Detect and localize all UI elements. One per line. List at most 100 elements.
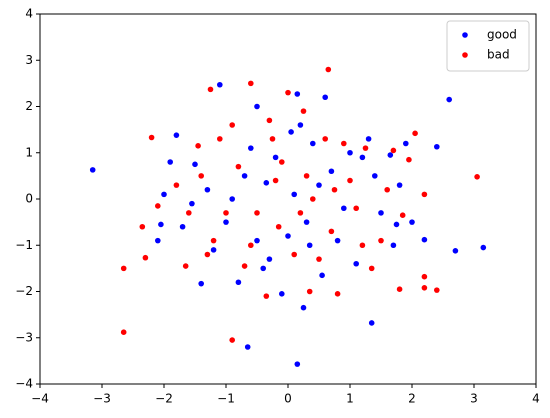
point: [310, 140, 316, 147]
point: [235, 279, 242, 286]
point: [263, 293, 270, 299]
point: [241, 173, 248, 179]
y-tick-label: 0: [25, 192, 33, 206]
point: [266, 117, 273, 124]
point: [294, 91, 301, 97]
point: [229, 122, 235, 128]
y-tick-label: 3: [25, 53, 33, 67]
point: [353, 260, 360, 267]
point: [390, 242, 397, 249]
point: [434, 287, 440, 293]
point: [480, 244, 487, 251]
point: [279, 159, 285, 165]
point: [254, 210, 260, 216]
point: [452, 248, 459, 254]
x-tick-label: 4: [532, 392, 540, 406]
point: [393, 221, 400, 228]
point: [272, 154, 279, 161]
point: [235, 163, 242, 170]
point: [446, 96, 453, 103]
point: [359, 242, 366, 249]
point: [248, 145, 254, 151]
point: [347, 177, 353, 184]
point: [260, 265, 267, 272]
point: [294, 361, 301, 367]
y-tick-label: 2: [25, 99, 33, 113]
point: [325, 66, 332, 73]
point: [365, 136, 372, 142]
point: [120, 265, 127, 272]
point: [368, 320, 375, 326]
legend-label: bad: [487, 48, 510, 62]
point: [89, 167, 96, 173]
point: [378, 237, 384, 244]
point: [173, 182, 180, 188]
axes-frame: [39, 13, 537, 385]
point: [421, 236, 428, 243]
point: [291, 251, 298, 258]
point: [434, 143, 440, 150]
point: [241, 263, 248, 269]
point: [285, 233, 291, 239]
x-tick-label: −2: [155, 392, 173, 406]
y-tick-label: 4: [25, 7, 33, 21]
legend-marker: [462, 32, 468, 38]
point: [421, 191, 428, 198]
point: [328, 228, 335, 235]
point: [322, 136, 329, 142]
y-tick-label: −1: [15, 238, 33, 252]
point: [279, 291, 285, 297]
point: [148, 134, 155, 141]
x-tick-label: 2: [408, 392, 416, 406]
point: [210, 237, 217, 244]
point: [368, 265, 375, 272]
x-tick-label: 1: [346, 392, 354, 406]
point: [334, 291, 341, 297]
point: [223, 219, 229, 225]
point: [319, 272, 325, 279]
legend-box: [446, 20, 530, 72]
point: [372, 173, 378, 179]
point: [300, 108, 307, 114]
x-tick-label: −3: [93, 392, 111, 406]
point: [173, 132, 180, 138]
point: [390, 147, 397, 154]
point: [139, 223, 146, 230]
point: [474, 174, 480, 180]
point: [300, 304, 307, 311]
point: [396, 286, 403, 292]
point: [229, 196, 235, 202]
point: [248, 242, 254, 249]
point: [192, 161, 198, 168]
point: [275, 223, 282, 230]
point: [158, 221, 164, 228]
point: [207, 86, 214, 93]
y-tick-label: −4: [15, 377, 33, 391]
point: [384, 186, 391, 193]
point: [359, 154, 366, 161]
point: [421, 273, 428, 280]
point: [322, 94, 329, 101]
legend-marker: [462, 52, 468, 58]
plot-area: [40, 14, 536, 384]
point: [229, 337, 235, 343]
point: [341, 205, 347, 212]
point: [362, 145, 369, 151]
point: [316, 182, 322, 188]
point: [120, 329, 127, 336]
x-tick-label: −4: [31, 392, 49, 406]
point: [263, 180, 270, 186]
point: [396, 182, 403, 188]
point: [409, 219, 415, 225]
point: [272, 177, 279, 184]
point: [155, 237, 161, 244]
point: [353, 205, 360, 212]
point: [161, 191, 167, 198]
point: [399, 212, 406, 218]
x-tick-label: 3: [470, 392, 478, 406]
y-tick-label: −3: [15, 330, 33, 344]
point: [406, 156, 412, 163]
x-tick-label: 0: [284, 392, 292, 406]
point: [186, 210, 192, 216]
point: [328, 168, 335, 175]
